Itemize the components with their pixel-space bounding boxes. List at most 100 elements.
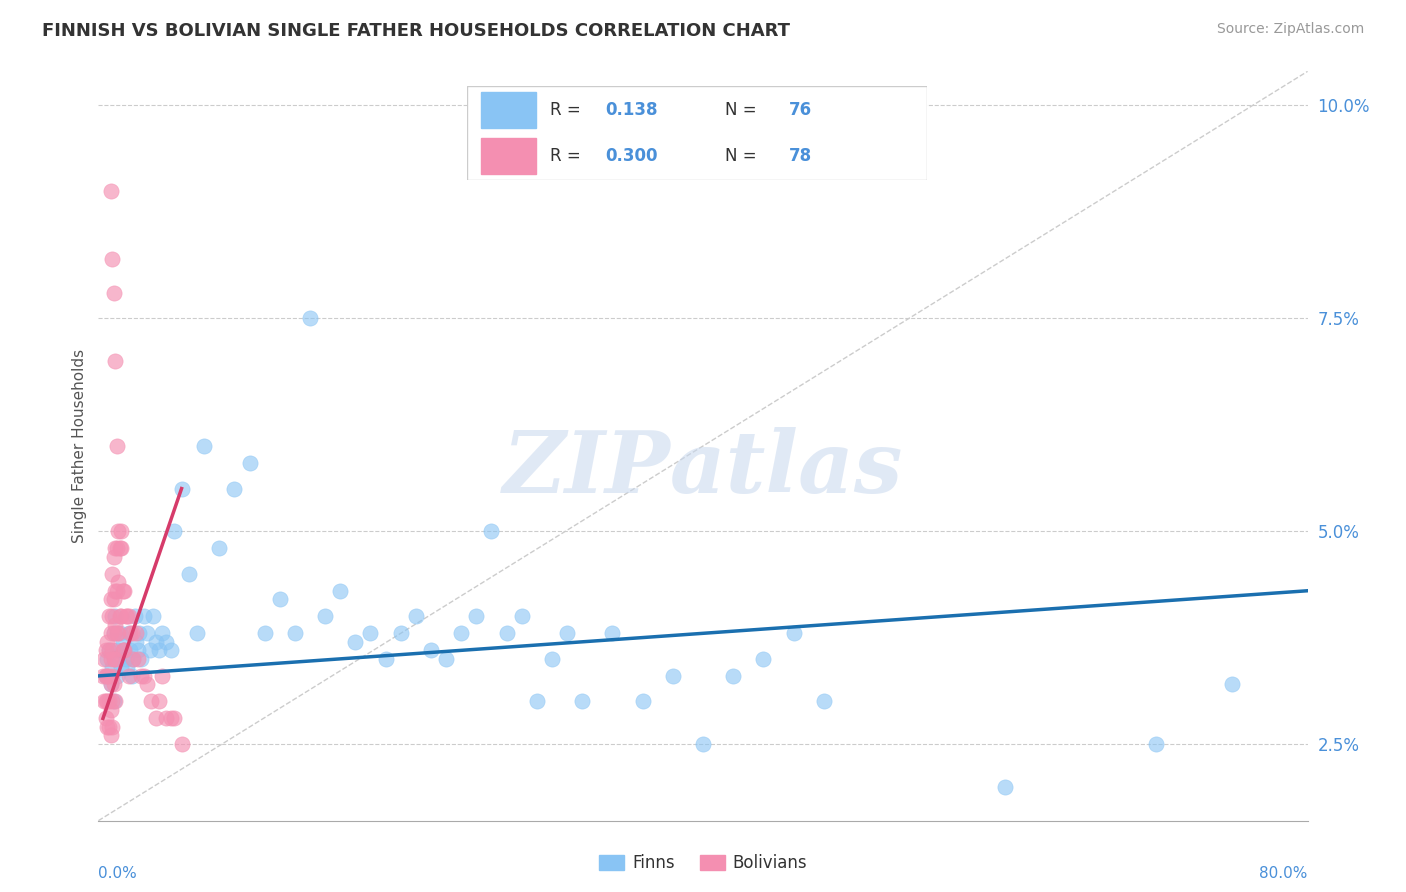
Point bbox=[193, 439, 215, 453]
Point bbox=[104, 694, 127, 708]
Point bbox=[128, 626, 150, 640]
Point bbox=[148, 643, 170, 657]
Point bbox=[540, 652, 562, 666]
Point bbox=[100, 703, 122, 717]
Point bbox=[186, 626, 208, 640]
Point bbox=[155, 711, 177, 725]
Point bbox=[103, 677, 125, 691]
Point bbox=[94, 669, 117, 683]
Point bbox=[110, 524, 132, 538]
Point bbox=[360, 626, 382, 640]
Point bbox=[108, 626, 131, 640]
Point bbox=[104, 617, 127, 632]
Point bbox=[434, 652, 457, 666]
Point bbox=[344, 635, 367, 649]
Point bbox=[122, 652, 145, 666]
Point bbox=[103, 652, 125, 666]
Point bbox=[127, 643, 149, 657]
Point bbox=[661, 669, 683, 683]
Point bbox=[96, 635, 118, 649]
Point bbox=[98, 643, 121, 657]
Point bbox=[100, 184, 122, 198]
Point bbox=[155, 635, 177, 649]
Point bbox=[100, 652, 122, 666]
Point bbox=[112, 583, 135, 598]
Point bbox=[107, 524, 129, 538]
Point bbox=[101, 609, 124, 624]
Point bbox=[107, 626, 129, 640]
Point bbox=[111, 583, 134, 598]
Point bbox=[98, 669, 121, 683]
Point bbox=[115, 660, 138, 674]
Point bbox=[374, 652, 396, 666]
Point bbox=[253, 626, 276, 640]
Point bbox=[94, 643, 117, 657]
Point bbox=[239, 456, 262, 470]
Point bbox=[101, 566, 124, 581]
Point bbox=[101, 669, 124, 683]
Point bbox=[120, 626, 142, 640]
Point bbox=[692, 737, 714, 751]
Point bbox=[389, 626, 412, 640]
Point bbox=[125, 635, 148, 649]
Point bbox=[94, 694, 117, 708]
Point bbox=[118, 626, 141, 640]
Point bbox=[107, 575, 129, 590]
Point bbox=[602, 626, 624, 640]
Point bbox=[104, 652, 127, 666]
Point bbox=[101, 660, 124, 674]
Text: 0.0%: 0.0% bbox=[98, 865, 138, 880]
Point bbox=[170, 482, 193, 496]
Point bbox=[110, 609, 132, 624]
Point bbox=[91, 669, 114, 683]
Point bbox=[101, 643, 124, 657]
Point bbox=[141, 694, 163, 708]
Point bbox=[96, 694, 118, 708]
Point bbox=[314, 609, 336, 624]
Point bbox=[132, 669, 155, 683]
Point bbox=[752, 652, 775, 666]
Point bbox=[100, 677, 122, 691]
Point bbox=[405, 609, 427, 624]
Point bbox=[284, 626, 307, 640]
Point bbox=[94, 711, 117, 725]
Point bbox=[122, 652, 145, 666]
Point bbox=[96, 720, 118, 734]
Point bbox=[115, 609, 138, 624]
Point bbox=[100, 626, 122, 640]
Point bbox=[105, 626, 128, 640]
Point bbox=[163, 524, 186, 538]
Point bbox=[1144, 737, 1167, 751]
Point bbox=[450, 626, 472, 640]
Point bbox=[160, 711, 183, 725]
Point bbox=[118, 669, 141, 683]
Point bbox=[135, 677, 157, 691]
Point bbox=[124, 609, 146, 624]
Point bbox=[179, 566, 201, 581]
Point bbox=[112, 643, 135, 657]
Text: Source: ZipAtlas.com: Source: ZipAtlas.com bbox=[1216, 22, 1364, 37]
Point bbox=[150, 626, 173, 640]
Point bbox=[110, 660, 132, 674]
Point bbox=[105, 541, 128, 556]
Point bbox=[108, 609, 131, 624]
Point bbox=[104, 583, 127, 598]
Point bbox=[813, 694, 835, 708]
Point bbox=[108, 541, 131, 556]
Point bbox=[111, 643, 134, 657]
Point bbox=[103, 285, 125, 300]
Point bbox=[299, 311, 322, 326]
Point bbox=[160, 643, 183, 657]
Point bbox=[101, 720, 124, 734]
Point bbox=[98, 694, 121, 708]
Point bbox=[100, 592, 122, 607]
Point bbox=[994, 780, 1017, 794]
Y-axis label: Single Father Households: Single Father Households bbox=[72, 349, 87, 543]
Point bbox=[110, 541, 132, 556]
Point bbox=[103, 626, 125, 640]
Point bbox=[526, 694, 548, 708]
Point bbox=[103, 549, 125, 564]
Point bbox=[723, 669, 745, 683]
Point bbox=[129, 652, 152, 666]
Point bbox=[96, 669, 118, 683]
